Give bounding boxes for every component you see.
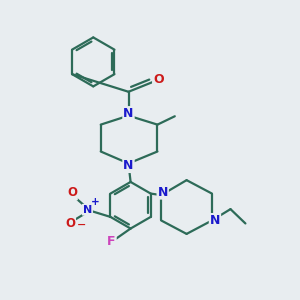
- Text: O: O: [153, 73, 164, 86]
- Text: N: N: [210, 214, 220, 227]
- Text: N: N: [123, 159, 134, 172]
- Text: O: O: [65, 217, 75, 230]
- Text: N: N: [83, 205, 92, 215]
- Text: F: F: [107, 235, 116, 248]
- Text: O: O: [67, 187, 77, 200]
- Text: +: +: [91, 197, 100, 207]
- Text: N: N: [123, 107, 134, 120]
- Text: −: −: [76, 220, 86, 230]
- Text: N: N: [158, 186, 168, 199]
